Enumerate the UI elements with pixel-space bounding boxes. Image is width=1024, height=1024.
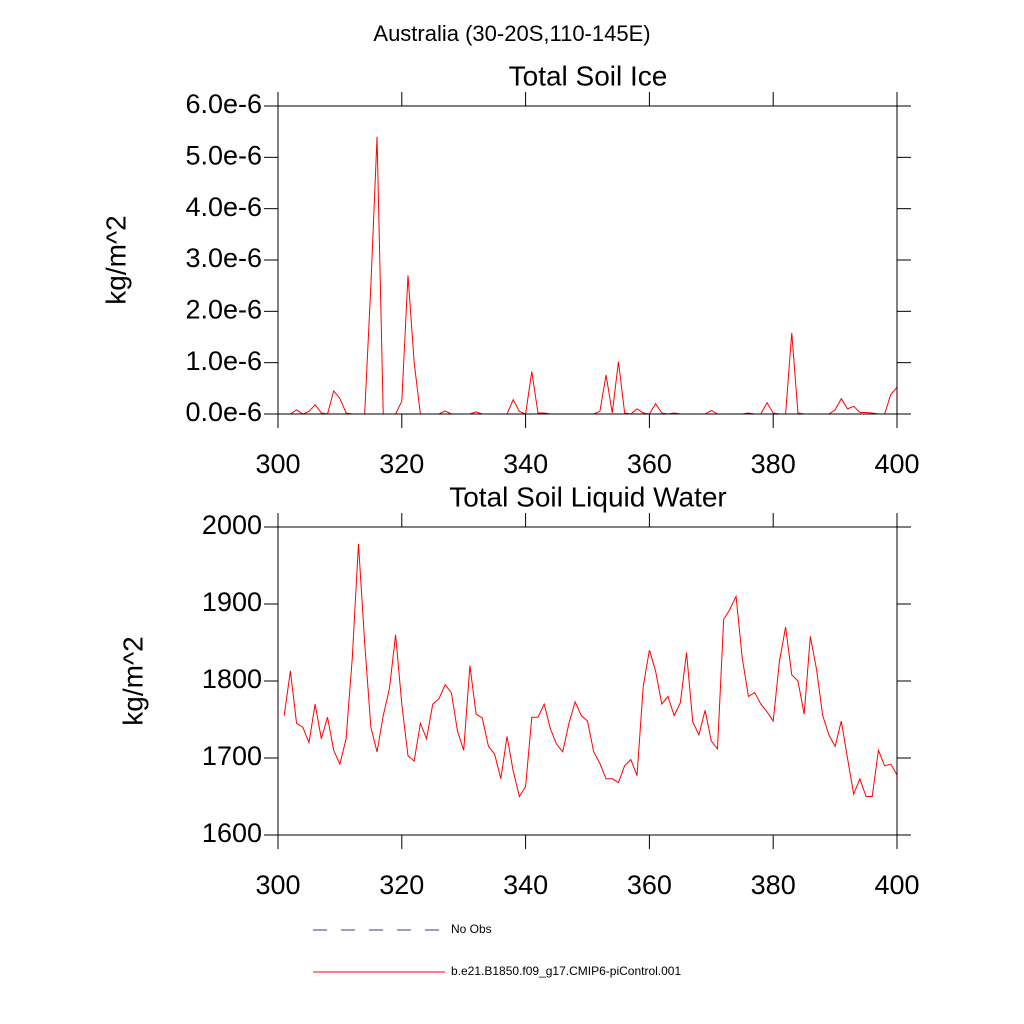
y-tick-label: 4.0e-6 — [185, 192, 262, 222]
x-tick-label: 320 — [379, 449, 424, 479]
legend-label: No Obs — [451, 922, 492, 936]
x-tick-label: 380 — [751, 449, 796, 479]
plot-frame — [277, 105, 898, 415]
y-tick-label: 2.0e-6 — [185, 294, 262, 324]
panel-title: Total Soil Liquid Water — [449, 481, 727, 512]
y-tick-label: 0.0e-6 — [185, 397, 262, 427]
y-tick-label: 1700 — [202, 741, 262, 771]
x-tick-label: 340 — [503, 870, 548, 900]
panel-title: Total Soil Ice — [509, 60, 668, 91]
figure-title: Australia (30-20S,110-145E) — [373, 21, 650, 46]
y-axis-label: kg/m^2 — [100, 215, 131, 304]
y-tick-label: 2000 — [202, 510, 262, 540]
y-tick-label: 1.0e-6 — [185, 346, 262, 376]
x-tick-label: 400 — [874, 449, 919, 479]
y-tick-label: 1800 — [202, 664, 262, 694]
y-tick-label: 1900 — [202, 587, 262, 617]
x-tick-label: 360 — [627, 870, 672, 900]
plot-frame — [277, 526, 898, 836]
y-tick-label: 6.0e-6 — [185, 89, 262, 119]
x-tick-label: 400 — [874, 870, 919, 900]
y-tick-label: 3.0e-6 — [185, 243, 262, 273]
x-tick-label: 300 — [255, 870, 300, 900]
x-tick-label: 380 — [751, 870, 796, 900]
data-line — [284, 136, 898, 415]
x-tick-label: 300 — [255, 449, 300, 479]
x-tick-label: 360 — [627, 449, 672, 479]
legend-label: b.e21.B1850.f09_g17.CMIP6-piControl.001 — [451, 964, 681, 978]
x-tick-label: 340 — [503, 449, 548, 479]
y-tick-label: 1600 — [202, 818, 262, 848]
data-line — [283, 543, 898, 798]
y-tick-label: 5.0e-6 — [185, 140, 262, 170]
y-axis-label: kg/m^2 — [117, 636, 148, 725]
x-tick-label: 320 — [379, 870, 424, 900]
